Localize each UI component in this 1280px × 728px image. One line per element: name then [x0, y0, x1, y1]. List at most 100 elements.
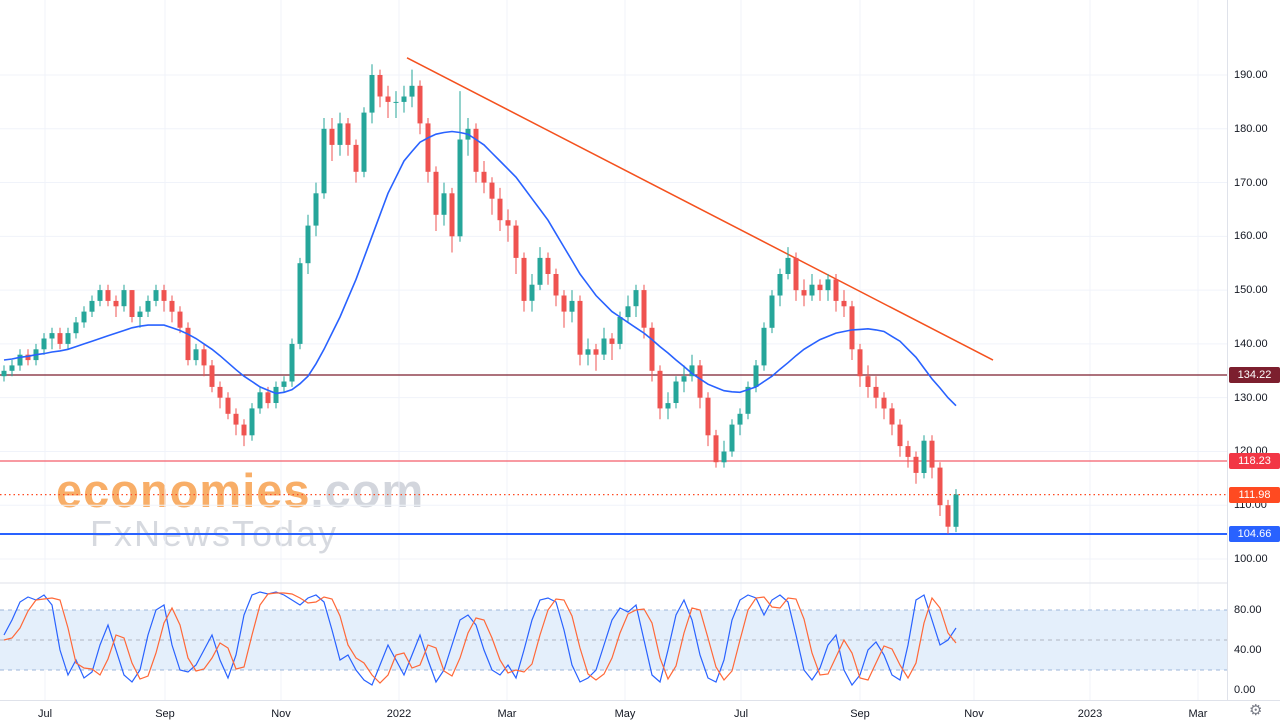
- candle: [217, 381, 223, 409]
- candle: [137, 306, 143, 328]
- candle: [353, 139, 359, 183]
- candle: [489, 177, 495, 215]
- time-axis[interactable]: Jul Sep Nov 2022 Mar May Jul Sep Nov 2023 Mar: [0, 700, 1280, 728]
- candle: [433, 166, 439, 231]
- candle: [465, 118, 471, 156]
- candle: [665, 392, 671, 420]
- candle: [873, 376, 879, 409]
- candle: [185, 322, 191, 366]
- candle: [601, 327, 607, 360]
- candle: [809, 274, 815, 301]
- time-axis-label: Sep: [155, 708, 175, 720]
- candle: [633, 284, 639, 317]
- time-axis-label: 2022: [386, 708, 412, 720]
- price-axis[interactable]: 190.00 180.00 170.00 160.00 150.00 140.00 130.…: [1227, 0, 1280, 700]
- candle: [817, 279, 823, 301]
- price-tag-111.98[interactable]: 111.98: [1229, 486, 1280, 503]
- candle: [593, 343, 599, 371]
- candle: [625, 295, 631, 323]
- stoch-axis-label: 40.00: [1234, 644, 1262, 656]
- descending-trendline[interactable]: [406, 57, 994, 361]
- price-axis-label: 150.00: [1234, 284, 1268, 297]
- candle: [713, 429, 719, 468]
- candle: [449, 187, 455, 253]
- candle: [305, 214, 311, 274]
- candle: [953, 489, 959, 533]
- candle: [921, 435, 927, 479]
- candle: [289, 338, 295, 387]
- time-axis-label: Jul: [37, 708, 53, 720]
- candle: [937, 462, 943, 516]
- candle: [929, 435, 935, 479]
- candle: [1, 365, 7, 382]
- candle: [801, 279, 807, 307]
- price-axis-label: 180.00: [1234, 122, 1268, 135]
- candle: [529, 274, 535, 312]
- time-axis-label: Nov: [964, 708, 984, 720]
- candle: [105, 284, 111, 307]
- candle: [129, 290, 135, 323]
- candle: [825, 274, 831, 301]
- candle: [145, 295, 151, 317]
- candle: [257, 386, 263, 414]
- candles-series: [1, 64, 959, 534]
- time-axis-label: Mar: [1188, 708, 1208, 720]
- candle: [89, 295, 95, 317]
- candle: [521, 252, 527, 312]
- candle: [705, 392, 711, 447]
- stoch-axis-label: 0.00: [1234, 684, 1256, 696]
- candle: [881, 392, 887, 420]
- candle: [73, 317, 79, 339]
- price-axis-label: 140.00: [1234, 337, 1268, 350]
- candle: [889, 403, 895, 436]
- stoch-axis-label: 80.00: [1234, 604, 1262, 616]
- candle: [329, 118, 335, 161]
- price-tag-134.22[interactable]: 134.22: [1229, 366, 1280, 383]
- candle: [761, 322, 767, 371]
- candle: [793, 252, 799, 301]
- candle: [345, 118, 351, 156]
- candle: [561, 290, 567, 328]
- candle: [169, 295, 175, 323]
- settings-gear-icon[interactable]: ⚙: [1249, 702, 1263, 719]
- candle: [745, 381, 751, 420]
- candle: [777, 268, 783, 307]
- moving-average-line[interactable]: [3, 130, 957, 407]
- price-tag-118.23[interactable]: 118.23: [1229, 452, 1280, 469]
- candle: [689, 354, 695, 382]
- time-axis-label: May: [614, 708, 636, 720]
- candle: [473, 123, 479, 183]
- candle: [313, 182, 319, 237]
- candle: [905, 440, 911, 468]
- candle: [377, 69, 383, 108]
- candle: [865, 365, 871, 398]
- price-tag-104.66[interactable]: 104.66: [1229, 525, 1280, 542]
- candle: [337, 112, 343, 156]
- stochastic-line-K: [3, 591, 957, 687]
- candle: [393, 91, 399, 118]
- candle: [857, 343, 863, 387]
- candle: [321, 118, 327, 199]
- candle: [769, 290, 775, 334]
- candle: [681, 365, 687, 393]
- candle: [537, 247, 543, 291]
- candle: [409, 69, 415, 108]
- candle: [441, 182, 447, 226]
- candle: [505, 209, 511, 242]
- candle: [201, 343, 207, 377]
- price-lines[interactable]: [0, 374, 1227, 535]
- candle: [161, 284, 167, 312]
- candle: [585, 338, 591, 366]
- candle: [657, 365, 663, 420]
- candle: [209, 360, 215, 393]
- candle: [497, 187, 503, 231]
- candle: [641, 284, 647, 339]
- candle: [49, 327, 55, 350]
- candle: [609, 333, 615, 360]
- candle: [65, 327, 71, 350]
- candle: [25, 349, 31, 366]
- candle: [945, 499, 951, 534]
- candle: [361, 107, 367, 178]
